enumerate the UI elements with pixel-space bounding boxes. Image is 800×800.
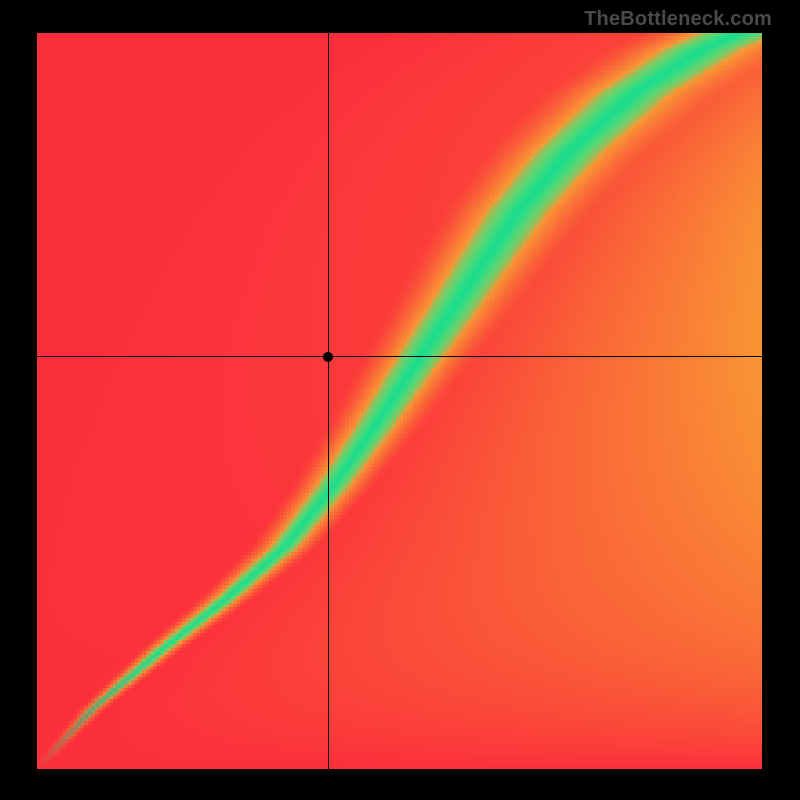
crosshair-vertical	[328, 33, 329, 769]
chart-container: TheBottleneck.com	[0, 0, 800, 800]
heatmap-canvas	[37, 33, 762, 769]
highlight-dot	[323, 352, 333, 362]
heatmap-plot	[37, 33, 762, 769]
watermark-text: TheBottleneck.com	[584, 8, 772, 31]
crosshair-horizontal	[37, 356, 762, 357]
